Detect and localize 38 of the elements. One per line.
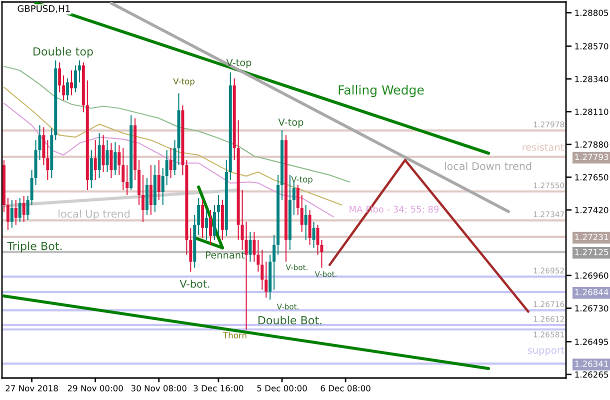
annotation: Double Bot. [258,316,322,324]
annotation: Pennant [206,251,245,259]
chart-title: GBPUSD,H1 [18,5,70,13]
annotation: Falling Wedge [338,84,424,98]
y-tick-label: 1.27125 [575,248,608,256]
annotation: V-top [291,176,312,184]
y-tick-label: 1.28570 [575,43,608,50]
annotation: support [528,346,564,356]
x-tick-label: 6 Dec 08:00 [320,385,370,392]
annotation: local Down trend [444,162,532,170]
x-tick-label: 29 Nov 00:00 [68,385,123,392]
y-tick-label: 1.27231 [575,234,608,240]
y-tick-label: 1.28340 [575,76,608,82]
x-tick-label: 30 Nov 08:00 [131,385,186,392]
y-tick-label: 1.26265 [575,371,608,378]
y-tick-label: 1.27420 [575,206,608,214]
y-tick-label: 1.28805 [575,10,608,16]
y-tick-label: 1.27793 [575,154,608,160]
y-tick-label: 1.26341 [575,360,608,367]
annotation: Double top [34,47,93,58]
y-tick-label: 1.26844 [575,288,608,296]
annotation: V-top [173,78,194,86]
y-tick-label: 1.28110 [575,108,608,115]
y-tick-label: 1.27880 [575,141,608,148]
annotation: Thorn [222,332,246,338]
annotation: V-bot. [180,280,210,288]
y-tick-label: 1.26495 [575,338,608,345]
annotation: V-top [278,118,304,128]
x-tick-label: 3 Dec 16:00 [194,385,244,392]
y-tick-label: 1.27650 [575,174,608,180]
annotation: resistant [522,143,564,151]
annotation: Triple Bot. [7,242,62,252]
annotation: V-top [226,58,252,68]
x-tick-label: 27 Nov 2018 [6,385,58,392]
y-tick-label: 1.26960 [575,272,608,279]
annotation: local Up trend [58,210,130,220]
y-tick-label: 1.26730 [575,305,608,312]
x-tick-label: 5 Dec 00:00 [257,385,307,392]
